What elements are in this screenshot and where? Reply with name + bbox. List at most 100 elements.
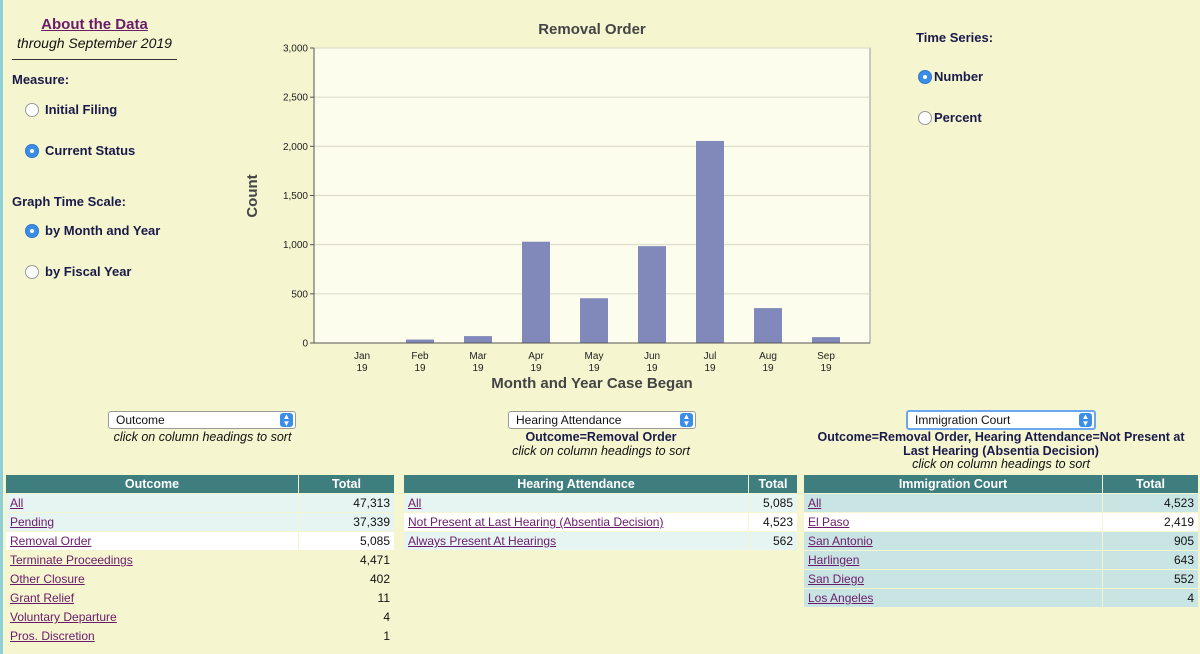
bar-jun (638, 246, 666, 343)
removal-order-bar-chart: Removal Order 0 500 1,000 1,500 2,000 2,500 3,… (244, 21, 871, 392)
row-total-cell: 643 (1102, 550, 1199, 570)
radio-button-icon[interactable] (25, 102, 39, 117)
row-total-cell: 4,471 (298, 550, 395, 570)
row-label-cell: All (5, 493, 299, 513)
row-link[interactable]: Pros. Discretion (10, 629, 95, 643)
radio-button-selected-icon[interactable] (25, 143, 39, 158)
filter-text-line: Last Hearing (Absentia Decision) (903, 444, 1099, 458)
sort-hint: click on column headings to sort (512, 444, 690, 458)
row-link[interactable]: Los Angeles (808, 591, 874, 605)
radio-button-selected-icon[interactable] (25, 223, 39, 238)
row-link[interactable]: Always Present At Hearings (408, 534, 557, 548)
hearing-attendance-select[interactable]: Hearing Attendance ▲ ▼ (508, 411, 696, 429)
about-data-link[interactable]: About the Data (41, 16, 148, 33)
x-axis-title: Month and Year Case Began (491, 375, 692, 392)
select-arrows-icon: ▲ ▼ (680, 413, 693, 428)
row-total-cell: 5,085 (748, 493, 798, 513)
row-link[interactable]: Grant Relief (10, 591, 75, 605)
row-total-cell: 4 (1102, 588, 1199, 608)
time-series-percent-option[interactable]: Percent (918, 110, 982, 125)
table-row: Terminate Proceedings 4,471 (5, 550, 395, 570)
row-link[interactable]: San Antonio (808, 534, 873, 548)
column-header-outcome[interactable]: Outcome (5, 474, 299, 494)
row-total-cell: 2,419 (1102, 512, 1199, 532)
radio-button-icon[interactable] (25, 264, 39, 279)
column-header-total[interactable]: Total (1102, 474, 1199, 494)
x-tick-label-month: May (585, 351, 604, 362)
column-header-total[interactable]: Total (748, 474, 798, 494)
column-header-hearing-attendance[interactable]: Hearing Attendance (403, 474, 749, 494)
bar-sep (812, 337, 840, 343)
measure-label: Measure: (12, 72, 70, 87)
row-total-cell: 562 (748, 531, 798, 551)
row-label-cell: Los Angeles (803, 588, 1103, 608)
y-tick-label: 1,000 (283, 240, 308, 251)
row-total-cell: 4,523 (1102, 493, 1199, 513)
row-label-cell: Grant Relief (5, 588, 299, 608)
row-label-cell: Pros. Discretion (5, 626, 299, 646)
row-link[interactable]: Terminate Proceedings (10, 553, 133, 567)
y-axis-title: Count (244, 174, 261, 217)
table-row: Pros. Discretion 1 (5, 626, 395, 646)
row-link[interactable]: Not Present at Last Hearing (Absentia De… (408, 515, 664, 529)
row-link[interactable]: Other Closure (10, 572, 85, 586)
row-label-cell: Always Present At Hearings (403, 531, 749, 551)
row-label-cell: Harlingen (803, 550, 1103, 570)
x-tick-label-month: Jan (354, 351, 370, 362)
x-tick-label-year: 19 (762, 363, 774, 374)
measure-initial-filing-option[interactable]: Initial Filing (25, 102, 117, 117)
column-header-total[interactable]: Total (298, 474, 395, 494)
y-tick-label: 1,500 (283, 191, 308, 202)
bar-may (580, 298, 608, 343)
divider (12, 59, 177, 60)
row-label-cell: San Diego (803, 569, 1103, 589)
bar-feb (406, 339, 434, 343)
x-tick-label-month: Feb (411, 351, 429, 362)
row-link[interactable]: El Paso (808, 515, 850, 529)
row-total-cell: 4,523 (748, 512, 798, 532)
time-scale-fiscal-year-option[interactable]: by Fiscal Year (25, 264, 132, 279)
row-link[interactable]: All (10, 496, 24, 510)
table-row: All 47,313 (5, 493, 395, 513)
row-link[interactable]: Harlingen (808, 553, 860, 567)
row-label-cell: All (803, 493, 1103, 513)
x-tick-label-year: 19 (530, 363, 542, 374)
row-label-cell: Terminate Proceedings (5, 550, 299, 570)
row-link[interactable]: Removal Order (10, 534, 92, 548)
table-row: All 4,523 (803, 493, 1199, 513)
table-row: Always Present At Hearings 562 (403, 531, 798, 551)
row-link[interactable]: All (808, 496, 822, 510)
chart-title: Removal Order (538, 21, 646, 38)
x-tick-label-year: 19 (414, 363, 426, 374)
y-tick-label: 0 (302, 339, 308, 350)
row-total-cell: 4 (298, 607, 395, 627)
x-tick-label-month: Jul (704, 351, 717, 362)
x-tick-label-month: Mar (469, 351, 487, 362)
row-total-cell: 905 (1102, 531, 1199, 551)
y-tick-label: 500 (291, 289, 308, 300)
time-scale-month-year-option[interactable]: by Month and Year (25, 223, 160, 238)
time-series-number-option[interactable]: Number (918, 69, 983, 84)
table-row: All 5,085 (403, 493, 798, 513)
option-label: by Fiscal Year (45, 264, 132, 279)
radio-button-icon[interactable] (918, 110, 932, 125)
row-label-cell: San Antonio (803, 531, 1103, 551)
radio-button-selected-icon[interactable] (918, 69, 932, 84)
outcome-select[interactable]: Outcome ▲ ▼ (108, 411, 296, 429)
table-row: Voluntary Departure 4 (5, 607, 395, 627)
row-link[interactable]: Voluntary Departure (10, 610, 117, 624)
hearing-attendance-table: Hearing Attendance Total All 5,085 Not Pre… (403, 474, 798, 551)
row-link[interactable]: All (408, 496, 422, 510)
filter-text: Outcome=Removal Order (525, 430, 677, 444)
graph-time-scale-label: Graph Time Scale: (12, 194, 126, 209)
table-row: San Diego 552 (803, 569, 1199, 589)
row-label-cell: Voluntary Departure (5, 607, 299, 627)
row-link[interactable]: San Diego (808, 572, 865, 586)
measure-current-status-option[interactable]: Current Status (25, 143, 135, 158)
option-label: Number (934, 69, 984, 84)
x-tick-label-month: Jun (644, 351, 660, 362)
column-header-immigration-court[interactable]: Immigration Court (803, 474, 1103, 494)
immigration-court-select[interactable]: Immigration Court ▲ ▼ (906, 410, 1096, 430)
row-link[interactable]: Pending (10, 515, 55, 529)
table-row: Grant Relief 11 (5, 588, 395, 608)
